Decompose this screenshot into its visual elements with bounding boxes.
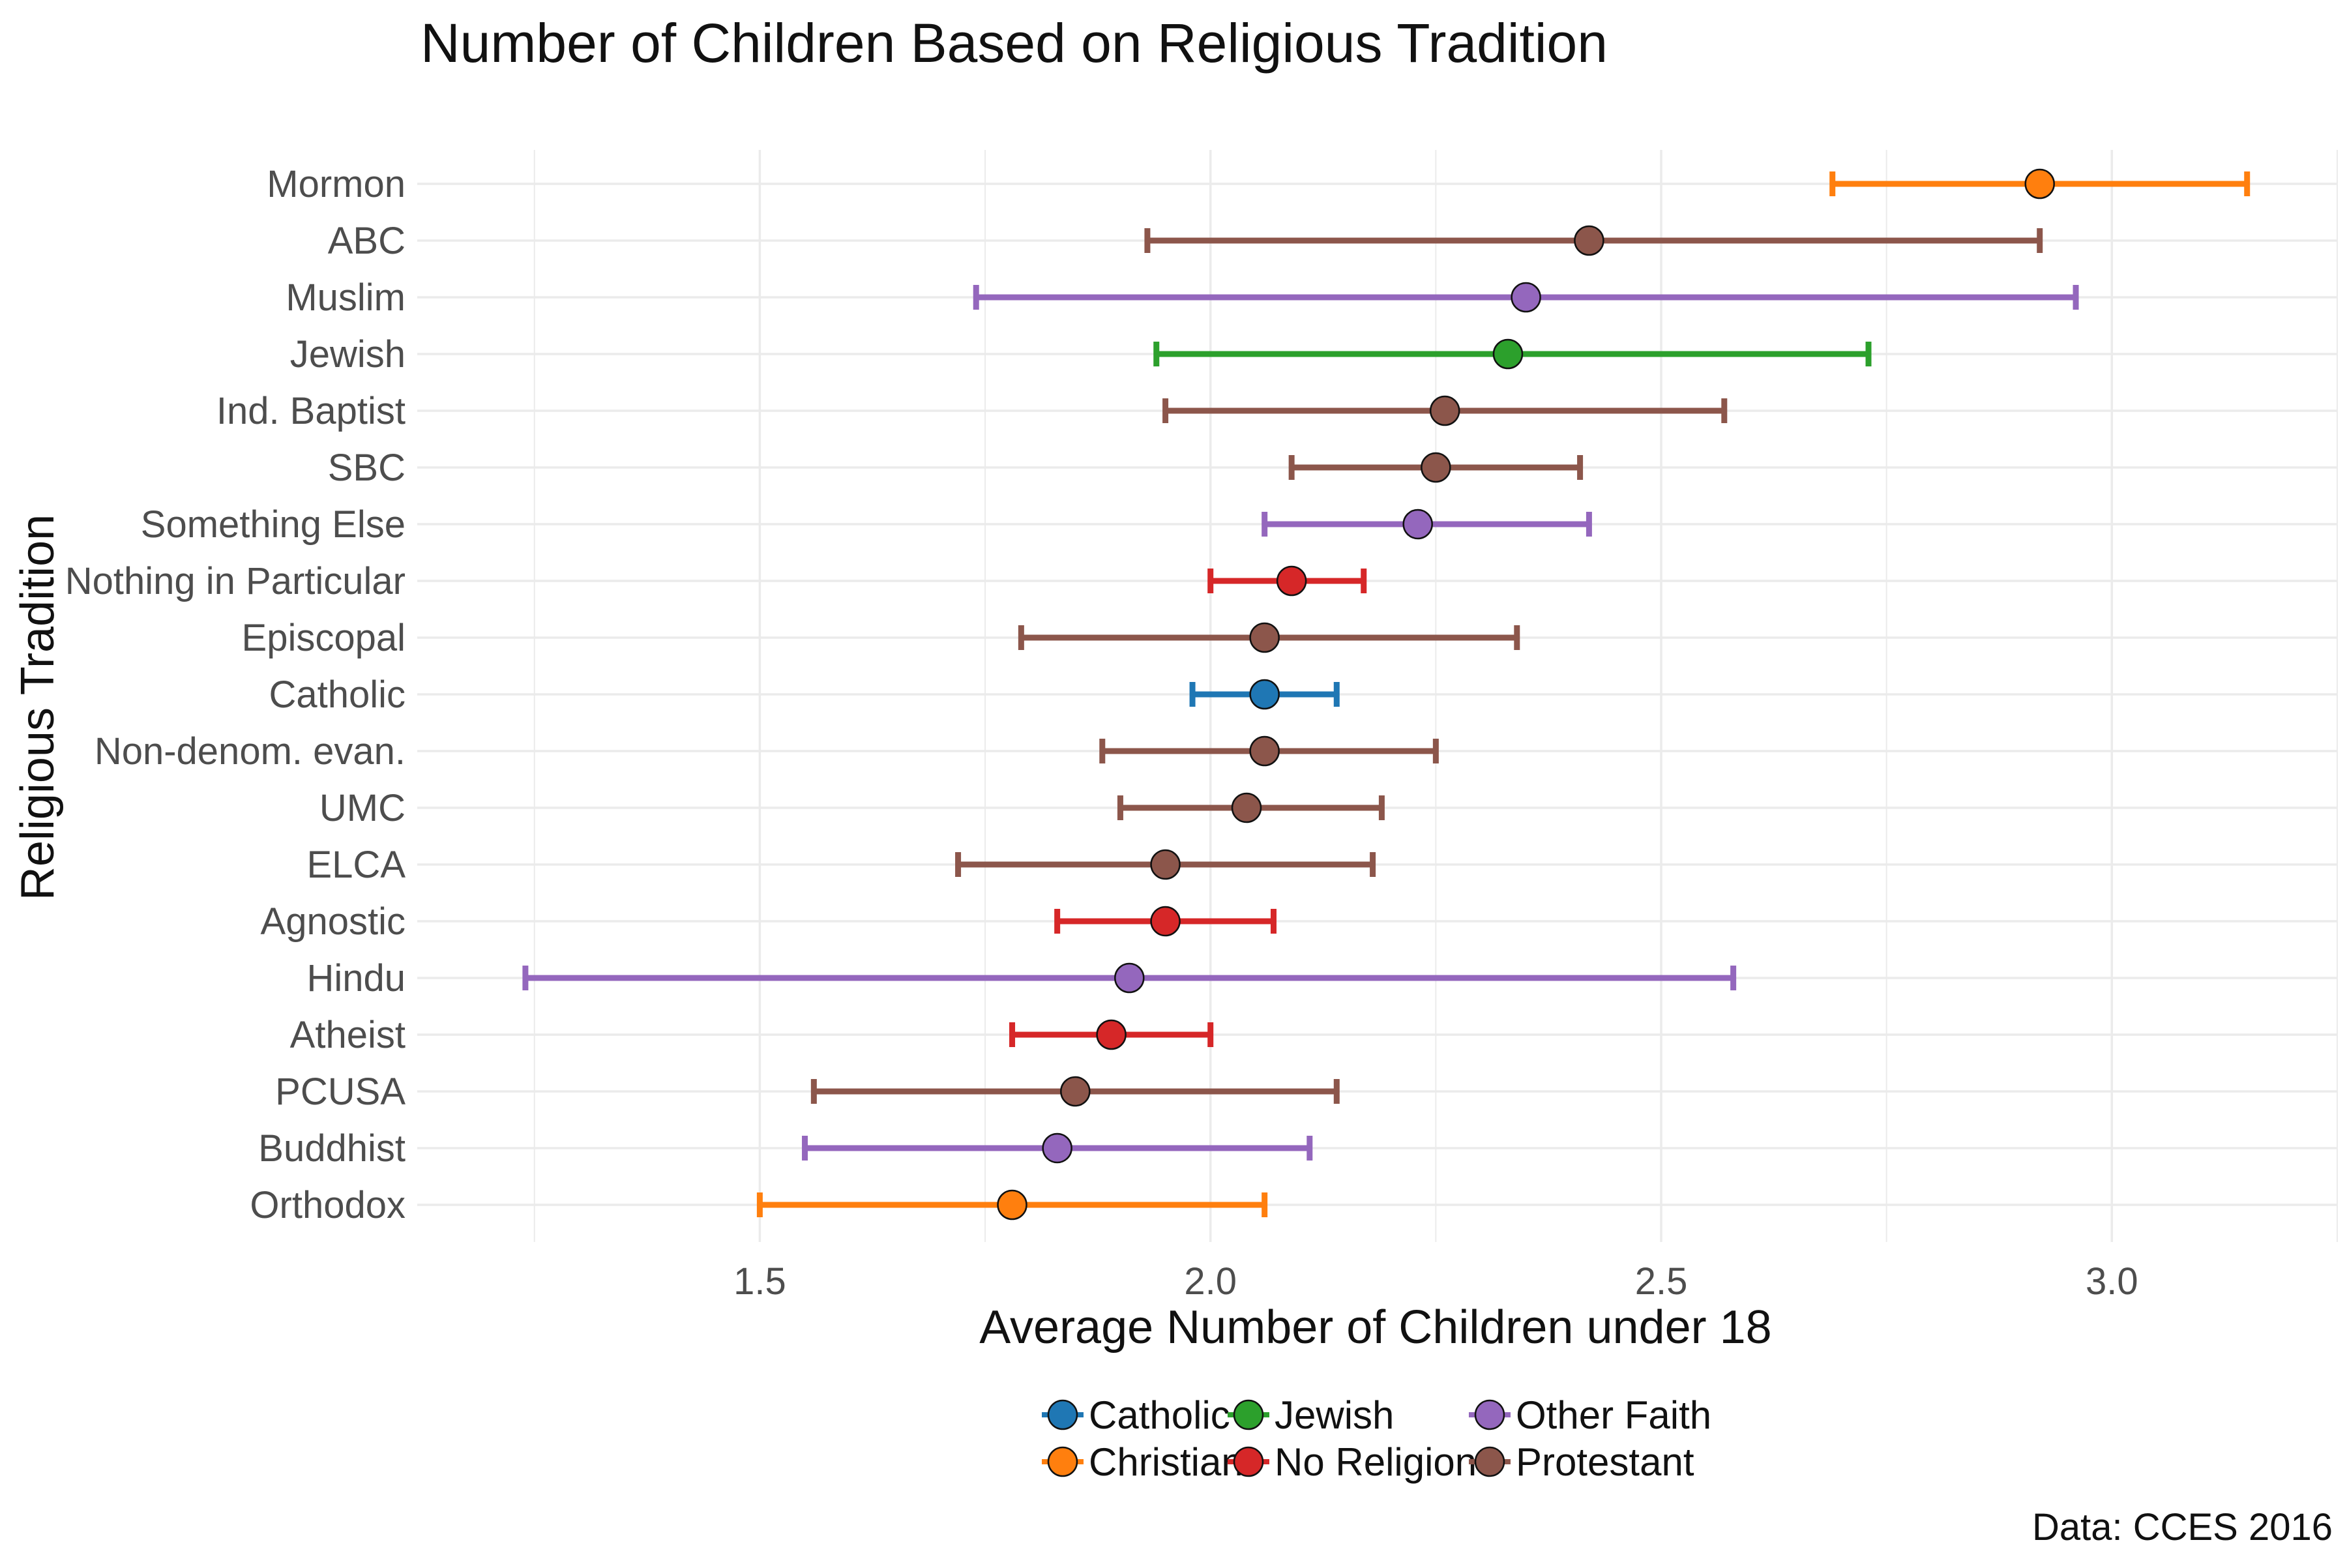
y-tick-label: Jewish (290, 333, 406, 376)
y-tick-label: Episcopal (242, 617, 406, 659)
errorbar-row (1117, 792, 1385, 823)
y-tick-label: Catholic (269, 673, 406, 716)
mean-point (1276, 565, 1307, 597)
mean-point (1231, 792, 1262, 823)
mean-point (997, 1189, 1027, 1220)
y-tick-label: Hindu (306, 957, 406, 999)
legend-key-point (1233, 1399, 1264, 1430)
legend-label: Christian (1089, 1440, 1243, 1484)
data-series (522, 168, 2251, 1220)
y-tick-label: UMC (319, 787, 406, 829)
mean-point (2024, 168, 2055, 200)
y-tick-label: Orthodox (250, 1184, 406, 1226)
mean-point (1114, 962, 1145, 994)
legend-label: Jewish (1275, 1393, 1394, 1437)
errorbar-row (802, 1132, 1313, 1164)
errorbar-row (756, 1189, 1268, 1220)
legend-item: Jewish (1228, 1393, 1394, 1437)
y-tick-label: Muslim (286, 276, 406, 319)
legend-key-point (1047, 1399, 1078, 1430)
mean-point (1574, 225, 1604, 256)
mean-point (1150, 906, 1181, 937)
legend-key-point (1047, 1446, 1078, 1477)
mean-point (1511, 282, 1541, 313)
x-axis-title: Average Number of Children under 18 (979, 1301, 1771, 1354)
errorbar-row (1018, 622, 1520, 653)
legend-item: Protestant (1469, 1440, 1694, 1484)
legend-key-point (1474, 1446, 1505, 1477)
mean-point (1421, 452, 1451, 483)
y-axis-tick-labels: Mormon ABC Muslim Jewish Ind. Baptist SBC Some… (65, 163, 406, 1226)
mean-point (1492, 338, 1524, 370)
errorbar-row (1009, 1019, 1214, 1050)
x-tick-label: 3.0 (2086, 1260, 2138, 1303)
errorbar-row (973, 282, 2079, 313)
y-tick-label: Something Else (141, 503, 406, 546)
x-axis-tick-labels: 1.5 2.0 2.5 3.0 (733, 1260, 2138, 1303)
mean-point (1150, 849, 1181, 880)
mean-point (1096, 1019, 1127, 1050)
legend-key-point (1474, 1399, 1505, 1430)
x-tick-label: 1.5 (733, 1260, 786, 1303)
mean-point (1429, 395, 1460, 426)
legend-label: No Religion (1275, 1440, 1477, 1484)
y-tick-label: PCUSA (275, 1071, 406, 1113)
errorbar-row (1189, 679, 1340, 710)
legend-item: No Religion (1228, 1440, 1477, 1484)
errorbar-row (810, 1076, 1340, 1107)
errorbar-row (1099, 735, 1439, 767)
legend-label: Other Faith (1516, 1393, 1711, 1437)
chart-title: Number of Children Based on Religious Tr… (421, 12, 1608, 74)
y-tick-label: SBC (328, 447, 406, 489)
mean-point (1249, 735, 1280, 767)
y-tick-label: Buddhist (258, 1127, 406, 1170)
legend-item: Christian (1042, 1440, 1243, 1484)
errorbar-row (522, 962, 1737, 994)
mean-point (1060, 1076, 1091, 1107)
x-tick-label: 2.5 (1635, 1260, 1688, 1303)
legend-label: Protestant (1516, 1440, 1694, 1484)
errorbar-row (1262, 509, 1592, 540)
y-tick-label: Agnostic (261, 900, 406, 943)
x-tick-label: 2.0 (1184, 1260, 1237, 1303)
errorbar-row (955, 849, 1376, 880)
mean-point (1042, 1132, 1072, 1164)
y-tick-label: Atheist (290, 1014, 406, 1056)
errorbar-row (1288, 452, 1584, 483)
errorbar-row (1207, 565, 1367, 597)
grid (417, 150, 2338, 1242)
y-tick-label: Mormon (267, 163, 406, 205)
errorbar-row (1153, 338, 1872, 370)
legend-label: Catholic (1089, 1393, 1230, 1437)
mean-point (1249, 622, 1280, 653)
y-tick-label: ABC (328, 220, 406, 262)
legend-key-point (1233, 1446, 1264, 1477)
y-tick-label: Ind. Baptist (216, 390, 406, 432)
legend-item: Other Faith (1469, 1393, 1711, 1437)
legend-item: Catholic (1042, 1393, 1230, 1437)
y-tick-label: Nothing in Particular (65, 560, 406, 602)
errorbar-row (1144, 225, 2043, 256)
mean-point (1249, 679, 1280, 710)
y-axis-title: Religious Tradition (12, 514, 64, 900)
y-tick-label: Non-denom. evan. (95, 730, 406, 773)
errorbar-row (1829, 168, 2251, 200)
mean-point (1402, 509, 1433, 540)
errorbar-row (1162, 395, 1728, 426)
y-tick-label: ELCA (306, 844, 406, 886)
errorbar-row (1054, 906, 1277, 937)
caption: Data: CCES 2016 (2032, 1506, 2333, 1548)
